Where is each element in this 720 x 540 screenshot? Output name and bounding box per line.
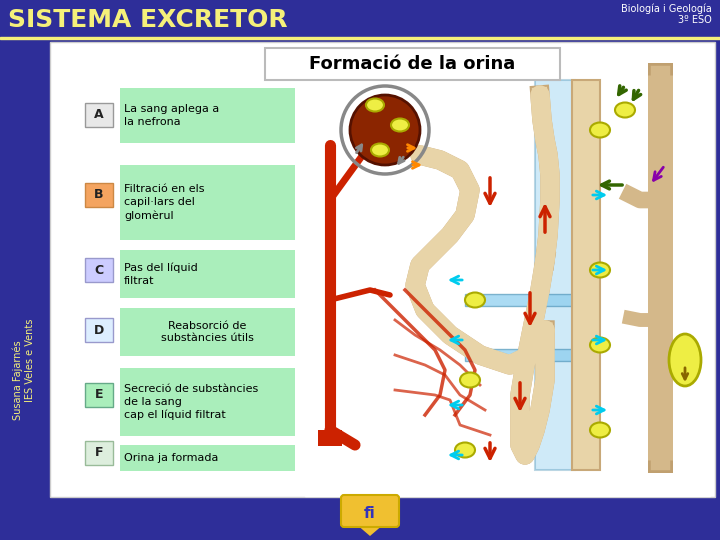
Bar	[120, 88, 295, 143]
Ellipse shape	[669, 334, 701, 386]
FancyArrowPatch shape	[408, 145, 414, 151]
Text: Filtració en els
capil·lars del
glomèrul: Filtració en els capil·lars del glomèrul	[124, 184, 204, 221]
Bar	[465, 349, 585, 361]
Polygon shape	[356, 524, 384, 536]
Ellipse shape	[460, 373, 480, 388]
Text: Formació de la orina: Formació de la orina	[310, 55, 516, 73]
Ellipse shape	[350, 95, 420, 165]
Text: fi: fi	[364, 505, 376, 521]
Bar	[120, 250, 295, 298]
Bar	[85, 383, 113, 407]
Ellipse shape	[590, 123, 610, 138]
Bar	[85, 318, 113, 342]
Ellipse shape	[366, 98, 384, 111]
Bar	[85, 441, 113, 465]
Text: A: A	[94, 109, 104, 122]
Text: 3º ESO: 3º ESO	[678, 15, 712, 25]
Bar	[305, 48, 710, 496]
Ellipse shape	[371, 144, 389, 157]
Ellipse shape	[391, 118, 409, 132]
Bar	[50, 42, 715, 497]
Text: E: E	[95, 388, 103, 402]
Ellipse shape	[465, 293, 485, 307]
Bar	[120, 368, 295, 436]
Bar	[0, 37, 720, 39]
Text: B: B	[94, 188, 104, 201]
Ellipse shape	[590, 262, 610, 278]
Text: F: F	[95, 447, 103, 460]
Text: Susana Fajarnés: Susana Fajarnés	[13, 340, 23, 420]
Ellipse shape	[590, 422, 610, 437]
Bar	[265, 48, 560, 80]
Ellipse shape	[590, 338, 610, 353]
Text: Reabsorció de
substàncies útils: Reabsorció de substàncies útils	[161, 321, 254, 343]
Text: SISTEMA EXCRETOR: SISTEMA EXCRETOR	[8, 8, 287, 32]
Bar	[85, 103, 113, 127]
Bar	[120, 308, 295, 356]
Bar	[572, 80, 600, 470]
Text: IES Veles e Vents: IES Veles e Vents	[25, 318, 35, 402]
Bar	[85, 258, 113, 282]
Bar	[120, 165, 295, 240]
Text: Orina ja formada: Orina ja formada	[124, 453, 218, 463]
Ellipse shape	[615, 103, 635, 118]
Bar	[85, 183, 113, 207]
Bar	[120, 445, 295, 471]
FancyBboxPatch shape	[341, 495, 399, 527]
Text: C: C	[94, 264, 104, 276]
Text: Pas del líquid
filtrat: Pas del líquid filtrat	[124, 262, 198, 286]
Text: La sang aplega a
la nefrona: La sang aplega a la nefrona	[124, 104, 220, 127]
Bar	[318, 430, 342, 446]
Ellipse shape	[455, 442, 475, 457]
Bar	[465, 294, 585, 306]
Text: Biología i Geología: Biología i Geología	[621, 4, 712, 15]
FancyArrowPatch shape	[413, 161, 419, 168]
Text: Secreció de substàncies
de la sang
cap el líquid filtrat: Secreció de substàncies de la sang cap e…	[124, 384, 258, 420]
Text: D: D	[94, 323, 104, 336]
Bar	[535, 80, 575, 470]
